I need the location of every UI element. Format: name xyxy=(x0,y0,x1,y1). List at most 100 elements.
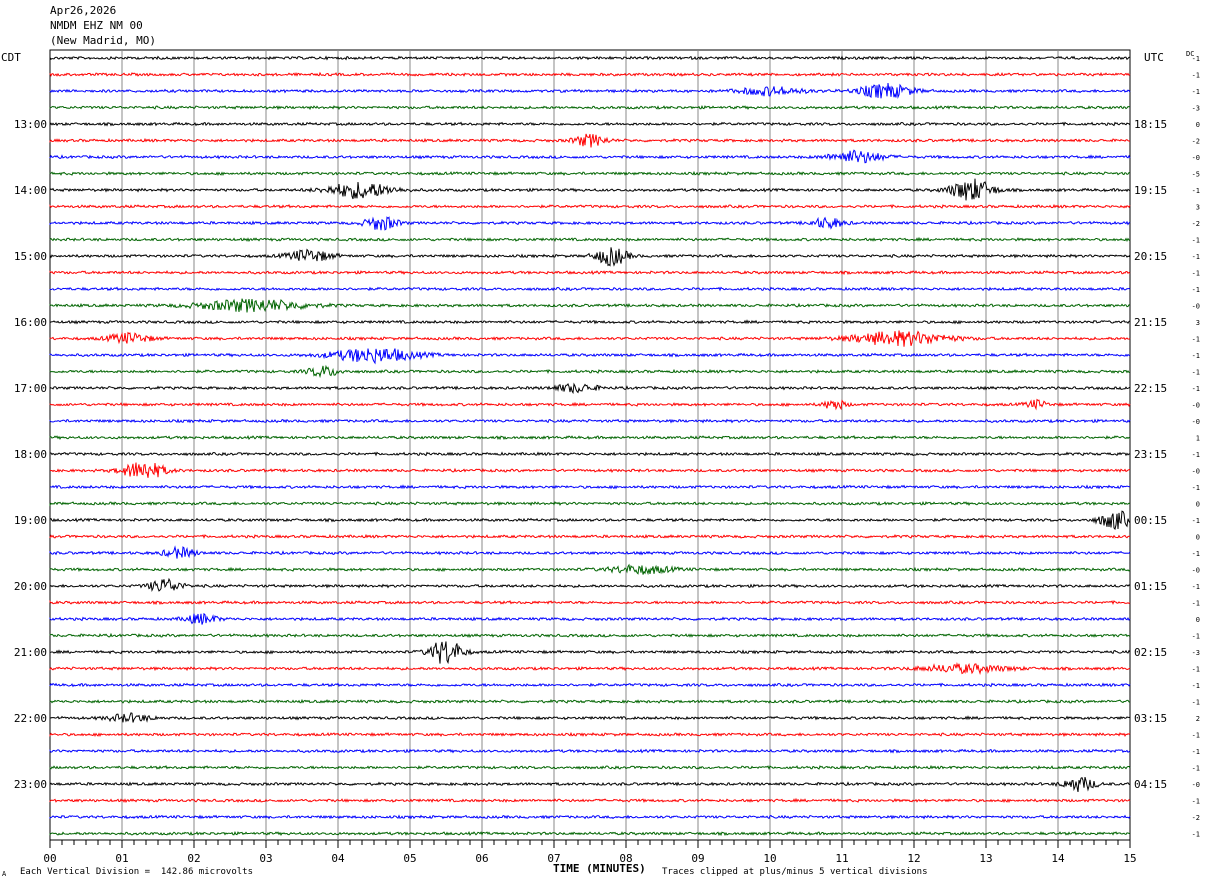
trace-row xyxy=(49,830,1131,837)
trace-row xyxy=(49,203,1131,209)
trace-row xyxy=(49,364,1130,379)
utc-time-label: 22:15 xyxy=(1134,382,1167,395)
dc-offset-label: -3 xyxy=(1192,105,1200,113)
trace-row xyxy=(49,545,1131,559)
dc-offset-label: -0 xyxy=(1192,781,1200,789)
x-tick-label: 08 xyxy=(619,852,632,865)
trace-row xyxy=(49,269,1131,276)
cdt-time-label: 21:00 xyxy=(14,646,47,659)
trace-row xyxy=(49,797,1131,804)
trace-row xyxy=(49,55,1131,61)
dc-offset-label: -1 xyxy=(1192,385,1200,393)
dc-offset-label: -1 xyxy=(1192,765,1200,773)
trace-row xyxy=(49,712,1131,723)
dc-offset-label: -1 xyxy=(1192,517,1200,525)
dc-offset-label: -5 xyxy=(1192,171,1200,179)
dc-offset-label: -1 xyxy=(1192,369,1200,377)
traces xyxy=(49,55,1131,837)
trace-row xyxy=(49,104,1130,111)
trace-row xyxy=(49,83,1131,99)
cdt-time-label: 13:00 xyxy=(14,118,47,131)
trace-row xyxy=(49,149,1131,164)
utc-time-label: 03:15 xyxy=(1134,712,1167,725)
x-tick-label: 05 xyxy=(403,852,416,865)
dc-offset-label: -1 xyxy=(1192,682,1200,690)
utc-time-label: 19:15 xyxy=(1134,184,1167,197)
trace-row xyxy=(49,298,1131,313)
trace-row xyxy=(49,612,1131,625)
dc-offset-label: -1 xyxy=(1192,633,1200,641)
trace-row xyxy=(49,500,1131,507)
dc-offset-label: 0 xyxy=(1196,501,1200,509)
x-tick-label: 15 xyxy=(1123,852,1136,865)
dc-offset-label: -2 xyxy=(1192,220,1200,228)
x-tick-label: 12 xyxy=(907,852,920,865)
dc-offset-label: -1 xyxy=(1192,831,1200,839)
utc-time-label: 00:15 xyxy=(1134,514,1167,527)
dc-offset-label: -1 xyxy=(1192,336,1200,344)
trace-row xyxy=(49,599,1131,606)
dc-offset-label: 0 xyxy=(1196,534,1200,542)
dc-offset-label: -1 xyxy=(1192,72,1200,80)
trace-row xyxy=(49,632,1131,638)
cdt-time-label: 17:00 xyxy=(14,382,47,395)
trace-row xyxy=(49,764,1131,770)
x-tick-label: 01 xyxy=(115,852,128,865)
dc-offset-label: -1 xyxy=(1192,699,1200,707)
dc-offset-label: -0 xyxy=(1192,303,1200,311)
x-tick-label: 11 xyxy=(835,852,848,865)
trace-row xyxy=(49,319,1131,325)
clip-note: Traces clipped at plus/minus 5 vertical … xyxy=(662,867,928,877)
dc-offset-label: -2 xyxy=(1192,138,1200,146)
dc-offset-label: -1 xyxy=(1192,666,1200,674)
utc-time-label: 01:15 xyxy=(1134,580,1167,593)
dc-offset-label: -1 xyxy=(1192,55,1200,63)
trace-row xyxy=(49,434,1131,441)
trace-row xyxy=(49,216,1131,231)
dc-offset-label: -1 xyxy=(1192,253,1200,261)
dc-offset-label: -1 xyxy=(1192,286,1200,294)
x-tick-label: 09 xyxy=(691,852,704,865)
trace-row xyxy=(49,286,1131,292)
trace-row xyxy=(49,121,1131,127)
trace-row xyxy=(49,462,1131,478)
dc-offset-label: 0 xyxy=(1196,121,1200,129)
dc-offset-label: 3 xyxy=(1196,204,1200,212)
x-tick-label: 07 xyxy=(547,852,560,865)
utc-time-label: 02:15 xyxy=(1134,646,1167,659)
dc-offset-label: -3 xyxy=(1192,649,1200,657)
dc-offset-label: -0 xyxy=(1192,402,1200,410)
dc-offset-label: 1 xyxy=(1196,435,1200,443)
dc-offset-label: -1 xyxy=(1192,187,1200,195)
x-tick-label: 03 xyxy=(259,852,272,865)
trace-row xyxy=(49,170,1131,177)
header-station: NMDM EHZ NM 00 xyxy=(50,19,143,32)
grid xyxy=(49,49,1131,841)
dc-offset-label: -1 xyxy=(1192,732,1200,740)
x-tick-label: 10 xyxy=(763,852,776,865)
dc-offset-label: -1 xyxy=(1192,352,1200,360)
trace-row xyxy=(49,451,1131,457)
cdt-time-label: 16:00 xyxy=(14,316,47,329)
trace-row xyxy=(49,682,1131,688)
utc-time-label: 23:15 xyxy=(1134,448,1167,461)
dc-offset-label: -1 xyxy=(1192,798,1200,806)
dc-offset-label: -1 xyxy=(1192,583,1200,591)
trace-row xyxy=(49,418,1131,424)
dc-offset-label: -0 xyxy=(1192,154,1200,162)
utc-zone-label: UTC xyxy=(1144,51,1164,64)
cdt-time-label: 18:00 xyxy=(14,448,47,461)
cdt-time-label: 20:00 xyxy=(14,580,47,593)
scale-note: Each Vertical Division = 142.86 microvol… xyxy=(20,867,253,877)
trace-row xyxy=(49,641,1131,665)
dc-offset-label: -1 xyxy=(1192,484,1200,492)
utc-time-label: 04:15 xyxy=(1134,778,1167,791)
trace-row xyxy=(49,698,1131,704)
trace-row xyxy=(49,348,1131,365)
dc-offset-label: 3 xyxy=(1196,319,1200,327)
trace-row xyxy=(49,510,1131,531)
trace-row xyxy=(49,71,1131,77)
cdt-time-label: 22:00 xyxy=(14,712,47,725)
trace-row xyxy=(49,398,1131,411)
dc-offset-label: -1 xyxy=(1192,237,1200,245)
